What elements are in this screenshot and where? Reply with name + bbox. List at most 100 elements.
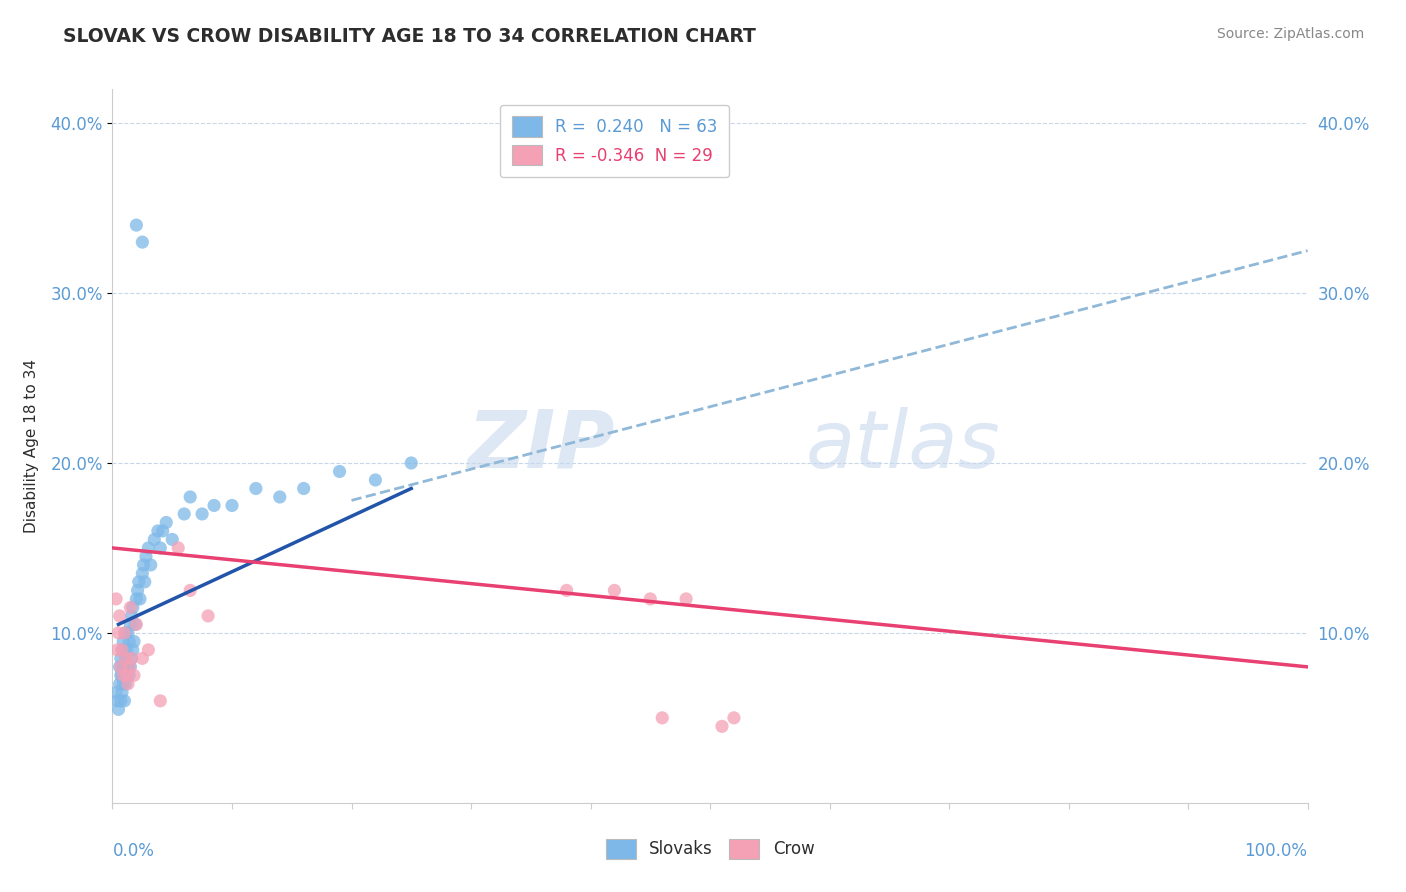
Point xyxy=(139,558,162,572)
Point xyxy=(121,643,143,657)
Point xyxy=(125,218,148,232)
Point xyxy=(115,668,138,682)
Point xyxy=(107,702,129,716)
Point xyxy=(108,660,131,674)
Point xyxy=(202,499,225,513)
Point xyxy=(329,465,352,479)
Point xyxy=(114,668,135,682)
Point xyxy=(603,583,626,598)
Point xyxy=(111,685,134,699)
Point xyxy=(675,591,697,606)
Point xyxy=(167,541,190,555)
Point xyxy=(122,668,145,682)
Point xyxy=(111,668,134,682)
Text: Source: ZipAtlas.com: Source: ZipAtlas.com xyxy=(1216,27,1364,41)
Point xyxy=(122,634,145,648)
Point xyxy=(640,591,662,606)
Point xyxy=(112,634,135,648)
Point xyxy=(120,660,142,674)
Point xyxy=(555,583,578,598)
Point xyxy=(120,617,142,632)
Point xyxy=(114,694,135,708)
Point xyxy=(118,634,141,648)
Point xyxy=(115,668,138,682)
Point xyxy=(114,626,136,640)
Point xyxy=(155,516,177,530)
Point xyxy=(143,533,166,547)
Point xyxy=(110,694,132,708)
Point xyxy=(112,668,135,682)
Point xyxy=(125,617,148,632)
Point xyxy=(118,660,141,674)
Point xyxy=(162,533,183,547)
Point xyxy=(111,643,134,657)
Point xyxy=(105,591,128,606)
Point xyxy=(118,668,141,682)
Point xyxy=(149,694,172,708)
Point xyxy=(117,677,139,691)
Point xyxy=(146,524,169,538)
Point xyxy=(138,643,160,657)
Point xyxy=(149,541,172,555)
Point xyxy=(125,591,148,606)
Point xyxy=(114,626,135,640)
Point xyxy=(221,499,243,513)
Point xyxy=(127,583,149,598)
Point xyxy=(105,685,128,699)
Point xyxy=(135,549,157,564)
Point xyxy=(121,608,143,623)
Point xyxy=(179,490,201,504)
Point xyxy=(129,591,152,606)
Point xyxy=(107,626,129,640)
Point xyxy=(115,643,138,657)
Text: SLOVAK VS CROW DISABILITY AGE 18 TO 34 CORRELATION CHART: SLOVAK VS CROW DISABILITY AGE 18 TO 34 C… xyxy=(63,27,756,45)
Point xyxy=(124,617,146,632)
Point xyxy=(723,711,745,725)
Point xyxy=(132,558,155,572)
Point xyxy=(105,694,128,708)
Point xyxy=(112,677,135,691)
Point xyxy=(128,574,150,589)
Point xyxy=(138,541,160,555)
Text: atlas: atlas xyxy=(806,407,1001,485)
Point xyxy=(110,668,132,682)
Point xyxy=(114,643,135,657)
Point xyxy=(131,651,153,665)
Text: 0.0%: 0.0% xyxy=(112,842,155,860)
Point xyxy=(105,643,128,657)
Point xyxy=(110,651,132,665)
Point xyxy=(152,524,174,538)
Point xyxy=(108,677,131,691)
Point xyxy=(364,473,387,487)
Text: 100.0%: 100.0% xyxy=(1244,842,1308,860)
Point xyxy=(121,651,143,665)
Point xyxy=(292,482,315,496)
Point xyxy=(110,660,132,674)
Point xyxy=(173,507,195,521)
Point xyxy=(179,583,201,598)
Point xyxy=(108,608,131,623)
Point xyxy=(114,677,136,691)
Point xyxy=(121,651,143,665)
Point xyxy=(114,651,136,665)
Point xyxy=(651,711,673,725)
Point xyxy=(117,626,139,640)
Point xyxy=(134,574,156,589)
Point xyxy=(245,482,267,496)
Point xyxy=(401,456,423,470)
Point xyxy=(131,235,153,249)
Point xyxy=(711,719,734,733)
Point xyxy=(197,608,219,623)
Point xyxy=(120,600,142,615)
Point xyxy=(121,600,143,615)
Point xyxy=(114,651,136,665)
Legend: Slovaks, Crow: Slovaks, Crow xyxy=(599,832,821,866)
Text: ZIP: ZIP xyxy=(467,407,614,485)
Point xyxy=(117,660,139,674)
Point xyxy=(269,490,291,504)
Point xyxy=(131,566,153,581)
Point xyxy=(191,507,214,521)
Y-axis label: Disability Age 18 to 34: Disability Age 18 to 34 xyxy=(24,359,39,533)
Point xyxy=(112,660,135,674)
Point xyxy=(111,643,134,657)
